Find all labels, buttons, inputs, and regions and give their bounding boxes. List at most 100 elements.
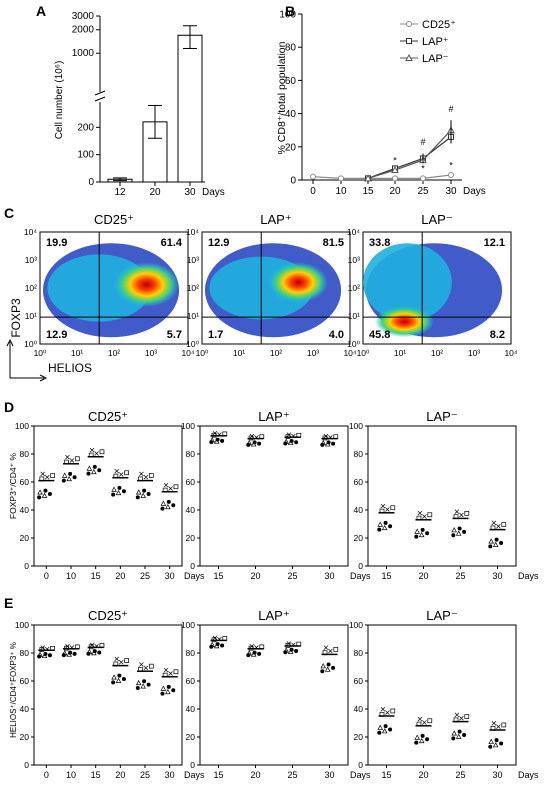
scatter-point bbox=[388, 524, 393, 529]
panel-c-x-tick-label: 10³ bbox=[307, 348, 319, 358]
scatter-point bbox=[414, 528, 420, 534]
scatter-point bbox=[40, 645, 45, 650]
scatter-x-unit: Days bbox=[518, 571, 539, 581]
panel-a-x-unit: Days bbox=[202, 187, 225, 198]
panel-c-ylabel: FOXP3 bbox=[9, 298, 23, 338]
scatter-point bbox=[111, 680, 116, 685]
scatter-point bbox=[139, 662, 144, 667]
scatter-point bbox=[61, 650, 68, 656]
panel-b-x-tick-label: 15 bbox=[362, 186, 374, 197]
panel-c-x-tick-label: 10⁴ bbox=[504, 348, 517, 358]
panel-b-y-tick-label: 40 bbox=[285, 109, 297, 120]
scatter-point bbox=[416, 515, 422, 521]
scatter-point bbox=[168, 671, 173, 676]
scatter-point bbox=[94, 451, 99, 456]
scatter-point bbox=[113, 473, 119, 479]
scatter-x-unit: Days bbox=[184, 571, 205, 581]
scatter-point bbox=[252, 650, 257, 655]
scatter-point bbox=[414, 734, 420, 740]
scatter-point bbox=[453, 514, 459, 520]
panel-b-line-chart: 0 20 40 60 80 100 0 10 15 20 25 30 Days # # * * * CD25⁺ LAP… bbox=[279, 10, 485, 198]
scatter-x-tick-label: 25 bbox=[455, 770, 465, 780]
scatter-point bbox=[148, 473, 154, 478]
scatter-point bbox=[381, 524, 388, 531]
scatter-point bbox=[140, 683, 146, 689]
scatter-x-unit: Days bbox=[350, 571, 371, 581]
scatter-y-tick-label: 100 bbox=[15, 421, 29, 431]
scatter-point bbox=[451, 730, 457, 736]
scatter-point bbox=[380, 707, 386, 712]
scatter-point bbox=[68, 650, 73, 655]
scatter-point bbox=[138, 476, 143, 482]
scatter-x-tick-label: 15 bbox=[213, 571, 223, 581]
scatter-plot-title: LAP⁻ bbox=[426, 608, 457, 623]
scatter-point bbox=[209, 641, 215, 647]
panel-b-x-unit: Days bbox=[463, 186, 486, 197]
panel-c-y-tick-label: 10¹ bbox=[25, 311, 37, 321]
scatter-x-tick-label: 20 bbox=[418, 571, 428, 581]
scatter-point bbox=[385, 507, 390, 512]
scatter-point bbox=[254, 645, 259, 650]
scatter-x-tick-label: 25 bbox=[455, 571, 465, 581]
scatter-point bbox=[320, 439, 326, 446]
scatter-point bbox=[111, 674, 117, 680]
scatter-point bbox=[163, 482, 169, 488]
panel-c-density-core bbox=[268, 262, 328, 303]
panel-b-y-tick-label: 60 bbox=[285, 76, 297, 87]
scatter-point bbox=[92, 464, 97, 469]
scatter-point bbox=[92, 649, 97, 654]
scatter-point bbox=[139, 471, 144, 477]
scatter-point bbox=[490, 725, 496, 731]
panel-c-quadrant-value: 12.1 bbox=[484, 237, 505, 249]
panel-c-quadrant-value: 1.7 bbox=[208, 329, 223, 341]
scatter-point bbox=[259, 434, 265, 440]
scatter-point bbox=[37, 489, 43, 495]
scatter-plot-title: LAP⁻ bbox=[426, 409, 457, 424]
scatter-point bbox=[140, 492, 146, 498]
scatter-point bbox=[289, 438, 294, 443]
panel-c-density-mid bbox=[363, 243, 452, 322]
scatter-point bbox=[86, 648, 93, 654]
scatter-point bbox=[453, 717, 459, 723]
scatter-point bbox=[39, 647, 45, 652]
scatter-point bbox=[380, 503, 386, 509]
panel-a-x-tick-label: 20 bbox=[149, 187, 161, 198]
scatter-point bbox=[491, 721, 497, 726]
panel-e-letter: E bbox=[4, 595, 13, 611]
panel-b-ylabel: % CD8⁺/total population bbox=[276, 41, 288, 154]
scatter-point bbox=[165, 503, 171, 510]
panel-c-density-core bbox=[374, 305, 435, 338]
panel-c-y-tick-label: 10² bbox=[25, 283, 37, 293]
panel-c-y-tick-label: 10³ bbox=[25, 255, 37, 265]
scatter-y-tick-label: 0 bbox=[24, 561, 29, 571]
panel-e-ylabel: HELIOS⁺/CD4⁺FOXP3⁺ % bbox=[9, 642, 18, 738]
scatter-point bbox=[211, 432, 217, 438]
scatter-point bbox=[418, 737, 425, 744]
scatter-point bbox=[44, 474, 50, 480]
scatter-point bbox=[494, 738, 499, 743]
scatter-point bbox=[215, 437, 220, 442]
scatter-point bbox=[86, 465, 93, 471]
scatter-x-unit: Days bbox=[518, 770, 539, 780]
panel-c-letter: C bbox=[4, 205, 14, 221]
scatter-point bbox=[222, 636, 228, 641]
scatter-point bbox=[74, 644, 80, 650]
scatter-point bbox=[249, 433, 255, 439]
scatter-y-tick-label: 20 bbox=[186, 732, 196, 742]
scatter-point bbox=[285, 434, 291, 439]
scatter-point bbox=[115, 489, 122, 496]
scatter-point bbox=[114, 468, 119, 474]
panel-b-significance-mark: # bbox=[448, 104, 453, 114]
scatter-point bbox=[160, 500, 167, 506]
scatter-point bbox=[459, 512, 464, 518]
scatter-point bbox=[291, 642, 296, 647]
panel-c-x-tick-label: 10³ bbox=[468, 348, 480, 358]
scatter-point bbox=[501, 522, 507, 527]
panel-c-y-tick-label: 10³ bbox=[348, 255, 360, 265]
scatter-point bbox=[220, 438, 225, 443]
scatter-x-tick-label: 10 bbox=[66, 770, 76, 780]
scatter-point bbox=[114, 656, 119, 662]
scatter-point bbox=[166, 499, 171, 504]
scatter-y-tick-label: 0 bbox=[190, 561, 195, 571]
scatter-point bbox=[160, 506, 165, 511]
